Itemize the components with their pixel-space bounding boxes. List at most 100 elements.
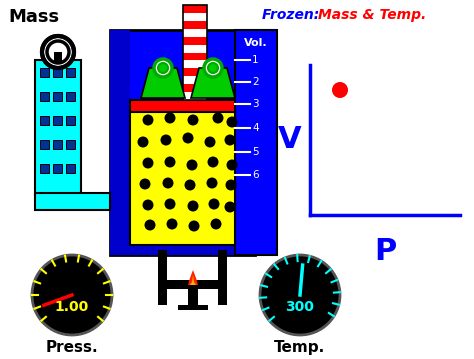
Circle shape — [154, 59, 172, 77]
Circle shape — [139, 178, 151, 190]
Circle shape — [225, 201, 236, 213]
Circle shape — [158, 63, 168, 73]
Text: Temp.: Temp. — [274, 340, 326, 355]
Circle shape — [226, 180, 237, 191]
Circle shape — [227, 159, 237, 171]
Text: Mass & Temp.: Mass & Temp. — [318, 8, 426, 22]
Text: Vol.: Vol. — [244, 38, 268, 48]
Circle shape — [184, 180, 195, 191]
Bar — [66, 92, 75, 101]
Bar — [66, 164, 75, 173]
Circle shape — [164, 199, 175, 210]
Bar — [183, 5, 207, 13]
Text: Press.: Press. — [46, 340, 98, 355]
Polygon shape — [141, 68, 185, 98]
Bar — [66, 140, 75, 149]
Text: Frozen:: Frozen: — [262, 8, 324, 22]
Circle shape — [207, 177, 218, 188]
Circle shape — [182, 132, 193, 144]
Bar — [53, 92, 62, 101]
Bar — [218, 285, 227, 305]
Bar — [40, 92, 49, 101]
Circle shape — [143, 200, 154, 210]
Bar — [40, 68, 49, 77]
Bar — [40, 140, 49, 149]
Bar — [53, 164, 62, 173]
Circle shape — [204, 59, 222, 77]
Text: 300: 300 — [285, 300, 314, 314]
Bar — [110, 235, 255, 255]
Circle shape — [208, 157, 219, 168]
Bar — [183, 45, 207, 52]
Circle shape — [161, 135, 172, 145]
Text: V: V — [278, 126, 302, 154]
Circle shape — [32, 255, 112, 335]
Polygon shape — [190, 275, 196, 285]
Text: 3: 3 — [252, 99, 259, 109]
Bar — [183, 92, 207, 100]
Circle shape — [260, 255, 340, 335]
Bar — [183, 29, 207, 37]
Circle shape — [166, 219, 177, 229]
Circle shape — [332, 82, 348, 98]
Circle shape — [186, 159, 198, 171]
Bar — [183, 13, 207, 21]
Bar — [35, 193, 110, 210]
Circle shape — [143, 158, 154, 168]
Circle shape — [212, 112, 224, 123]
Polygon shape — [191, 68, 235, 98]
Bar — [35, 60, 81, 195]
Bar — [183, 5, 207, 100]
Bar — [183, 76, 207, 84]
Bar — [158, 280, 227, 289]
Circle shape — [209, 199, 219, 210]
Bar — [40, 116, 49, 125]
Circle shape — [189, 220, 200, 232]
Circle shape — [42, 36, 74, 68]
Bar — [178, 305, 208, 310]
Text: 1.00: 1.00 — [55, 300, 89, 314]
Circle shape — [210, 219, 221, 229]
Bar — [130, 100, 235, 112]
Text: 5: 5 — [252, 147, 259, 157]
Bar — [40, 164, 49, 173]
Bar — [54, 52, 62, 64]
Bar — [110, 30, 255, 255]
Circle shape — [163, 177, 173, 188]
Circle shape — [143, 115, 154, 126]
Bar — [110, 30, 130, 255]
Bar — [235, 30, 255, 255]
Bar — [218, 250, 227, 285]
Circle shape — [227, 117, 237, 127]
Text: P: P — [374, 237, 396, 266]
Text: 1: 1 — [252, 55, 259, 65]
Text: Mass: Mass — [8, 8, 59, 26]
Polygon shape — [188, 270, 198, 285]
Bar — [183, 84, 207, 92]
Bar — [158, 250, 167, 285]
Bar — [66, 116, 75, 125]
Text: 2: 2 — [252, 77, 259, 87]
Bar — [130, 108, 235, 245]
Circle shape — [188, 200, 199, 211]
Circle shape — [188, 115, 199, 126]
Circle shape — [164, 112, 175, 123]
Bar — [183, 21, 207, 29]
Text: 6: 6 — [252, 170, 259, 180]
Circle shape — [208, 63, 218, 73]
Bar — [53, 116, 62, 125]
Bar — [183, 37, 207, 45]
Bar — [235, 30, 277, 255]
Bar — [183, 60, 207, 68]
Circle shape — [204, 136, 216, 148]
Bar — [53, 68, 62, 77]
Circle shape — [137, 136, 148, 148]
Circle shape — [145, 219, 155, 230]
Bar — [183, 52, 207, 60]
Circle shape — [164, 157, 175, 168]
Bar — [188, 285, 198, 307]
Bar — [158, 285, 167, 305]
Bar — [66, 68, 75, 77]
Bar — [183, 68, 207, 76]
Text: 4: 4 — [252, 123, 259, 133]
